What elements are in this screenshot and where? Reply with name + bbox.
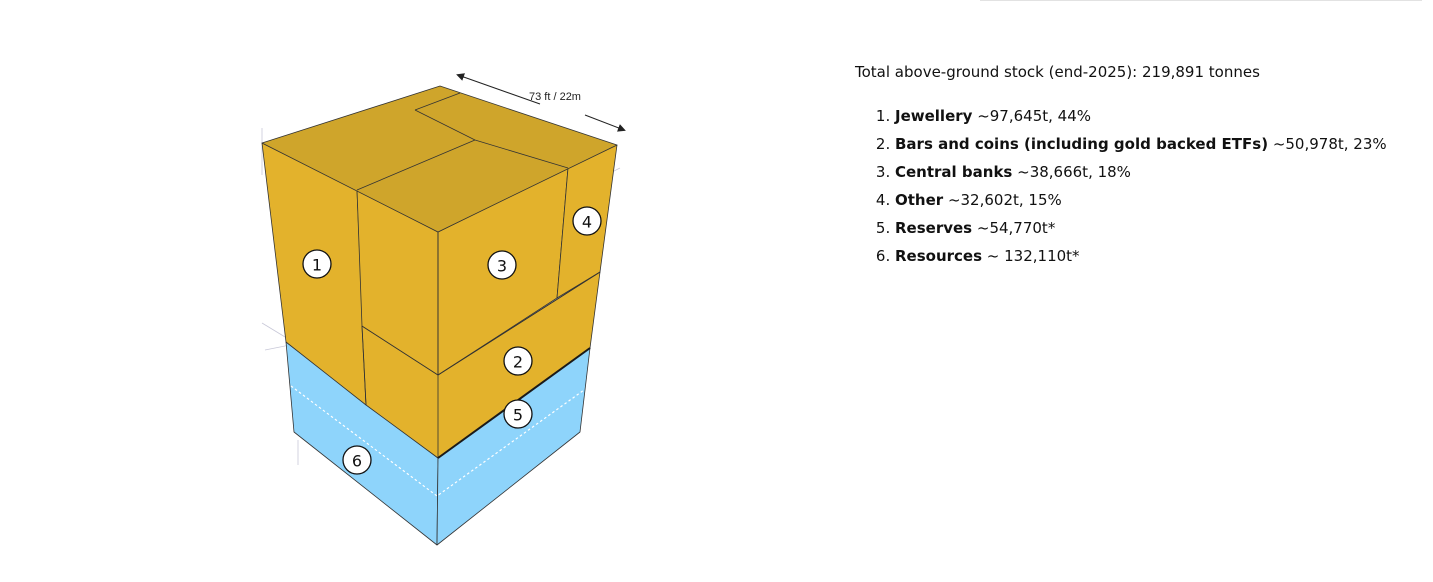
item-label: Jewellery (895, 107, 973, 125)
svg-text:1: 1 (312, 256, 322, 275)
item-label: Other (895, 191, 944, 209)
item-label: Resources (895, 247, 983, 265)
marker-3: 3 (487, 250, 517, 280)
item-value: ~ 132,110t* (982, 247, 1080, 265)
item-label: Reserves (895, 219, 973, 237)
item-label: Bars and coins (including gold backed ET… (895, 135, 1269, 153)
category-list: Jewellery ~97,645t, 44% Bars and coins (… (855, 102, 1387, 270)
reserves-boundary-line (290, 385, 585, 497)
marker-2: 2 (503, 346, 533, 376)
item-value: ~38,666t, 18% (1012, 163, 1131, 181)
svg-text:2: 2 (513, 353, 523, 372)
dimension-label: 73 ft / 22m (529, 91, 581, 103)
svg-text:6: 6 (352, 452, 362, 471)
item-value: ~50,978t, 23% (1268, 135, 1387, 153)
item-value: ~97,645t, 44% (972, 107, 1092, 125)
item-value: ~32,602t, 15% (943, 191, 1062, 209)
list-item-reserves: Reserves ~54,770t* (895, 214, 1387, 242)
svg-text:4: 4 (582, 213, 592, 232)
svg-text:3: 3 (497, 257, 507, 276)
legend-panel: Total above-ground stock (end-2025): 219… (855, 58, 1387, 270)
total-stock-text: Total above-ground stock (end-2025): 219… (855, 63, 1260, 81)
svg-text:5: 5 (513, 406, 523, 425)
marker-4: 4 (572, 206, 602, 236)
top-divider (980, 0, 1422, 1)
marker-1: 1 (302, 249, 332, 279)
list-item-jewellery: Jewellery ~97,645t, 44% (895, 102, 1387, 130)
gold-block (261, 85, 618, 459)
marker-6: 6 (342, 445, 372, 475)
list-item-bars-coins: Bars and coins (including gold backed ET… (895, 130, 1387, 158)
gold-top-face (261, 85, 618, 233)
dimension-annotation: 73 ft / 22m (456, 73, 626, 132)
list-item-resources: Resources ~ 132,110t* (895, 242, 1387, 270)
marker-5: 5 (503, 399, 533, 429)
list-item-central-banks: Central banks ~38,666t, 18% (895, 158, 1387, 186)
list-item-other: Other ~32,602t, 15% (895, 186, 1387, 214)
item-value: ~54,770t* (972, 219, 1056, 237)
item-label: Central banks (895, 163, 1013, 181)
